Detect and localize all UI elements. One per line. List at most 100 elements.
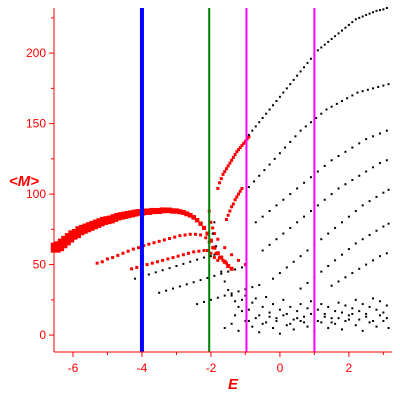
- data-point: [145, 208, 153, 215]
- data-point: [211, 232, 214, 235]
- data-point: [215, 251, 220, 256]
- data-point: [330, 38, 333, 41]
- data-point: [240, 266, 243, 269]
- y-tick-label: 200: [26, 46, 46, 60]
- data-point: [320, 238, 323, 241]
- data-point: [303, 66, 306, 69]
- data-point: [209, 255, 212, 258]
- x-axis-label: E: [228, 376, 239, 393]
- data-point: [299, 303, 302, 306]
- data-point: [254, 317, 257, 320]
- data-point: [254, 125, 257, 128]
- data-point: [334, 35, 337, 38]
- data-point: [265, 112, 268, 115]
- data-point: [121, 251, 125, 255]
- data-point: [351, 272, 354, 275]
- data-point: [337, 280, 340, 283]
- data-point: [284, 146, 287, 149]
- series-13: [134, 253, 216, 280]
- data-point: [347, 23, 350, 26]
- data-point: [292, 328, 295, 331]
- data-point: [327, 305, 330, 308]
- data-point: [299, 70, 302, 73]
- data-point: [199, 279, 202, 282]
- data-point: [296, 74, 299, 77]
- data-point: [222, 259, 227, 264]
- data-point: [221, 172, 225, 176]
- data-point: [368, 233, 371, 236]
- data-point: [219, 255, 224, 260]
- data-point: [243, 263, 247, 267]
- data-point: [327, 232, 330, 235]
- data-point: [162, 238, 166, 242]
- data-point: [316, 204, 319, 207]
- data-point: [205, 248, 209, 252]
- data-point: [185, 283, 188, 286]
- data-point: [178, 285, 181, 288]
- data-point: [192, 250, 196, 254]
- series-11: [299, 222, 390, 290]
- data-point: [137, 246, 140, 250]
- data-point: [234, 268, 237, 271]
- data-point: [263, 169, 266, 172]
- data-point: [157, 239, 161, 243]
- data-point: [220, 272, 223, 275]
- data-point: [361, 15, 364, 18]
- data-point: [111, 256, 115, 260]
- data-point: [306, 61, 309, 64]
- data-point: [272, 327, 275, 330]
- data-point: [365, 14, 368, 17]
- data-point: [351, 312, 354, 315]
- data-point: [334, 259, 337, 262]
- data-point: [202, 248, 206, 252]
- data-point: [265, 296, 268, 299]
- data-point: [220, 270, 223, 273]
- data-point: [156, 208, 163, 214]
- data-point: [340, 29, 343, 32]
- data-point: [170, 208, 176, 214]
- data-point: [237, 305, 240, 308]
- data-point: [223, 294, 226, 297]
- data-point: [377, 85, 380, 88]
- data-point: [199, 233, 203, 237]
- data-point: [208, 238, 213, 243]
- data-point: [187, 251, 191, 255]
- data-point: [238, 146, 242, 150]
- data-point: [378, 300, 381, 303]
- data-point: [375, 325, 378, 328]
- data-point: [243, 139, 247, 143]
- data-point: [378, 9, 381, 12]
- data-point: [227, 270, 230, 273]
- data-point: [223, 280, 226, 283]
- data-point: [316, 308, 319, 311]
- data-point: [323, 315, 326, 318]
- data-point: [354, 298, 357, 301]
- data-point: [258, 284, 261, 287]
- data-point: [247, 186, 250, 189]
- data-point: [372, 259, 375, 262]
- data-point: [309, 312, 312, 315]
- data-point: [224, 261, 228, 265]
- data-point: [299, 255, 302, 258]
- data-point: [382, 225, 385, 228]
- data-point: [387, 83, 390, 86]
- data-point: [316, 319, 319, 322]
- data-point: [251, 129, 254, 132]
- y-tick-label: 50: [33, 258, 47, 272]
- data-point: [155, 260, 159, 264]
- data-point: [385, 129, 388, 132]
- data-point: [131, 209, 139, 217]
- data-point: [294, 135, 297, 138]
- data-point: [330, 317, 333, 320]
- data-point: [372, 87, 375, 90]
- data-point: [247, 308, 250, 311]
- data-point: [209, 220, 213, 224]
- data-point: [261, 322, 264, 325]
- plot-area: [50, 7, 390, 335]
- data-point: [230, 205, 234, 209]
- data-point: [253, 180, 256, 183]
- data-point: [320, 270, 323, 273]
- data-point: [382, 84, 385, 87]
- data-point: [275, 317, 278, 320]
